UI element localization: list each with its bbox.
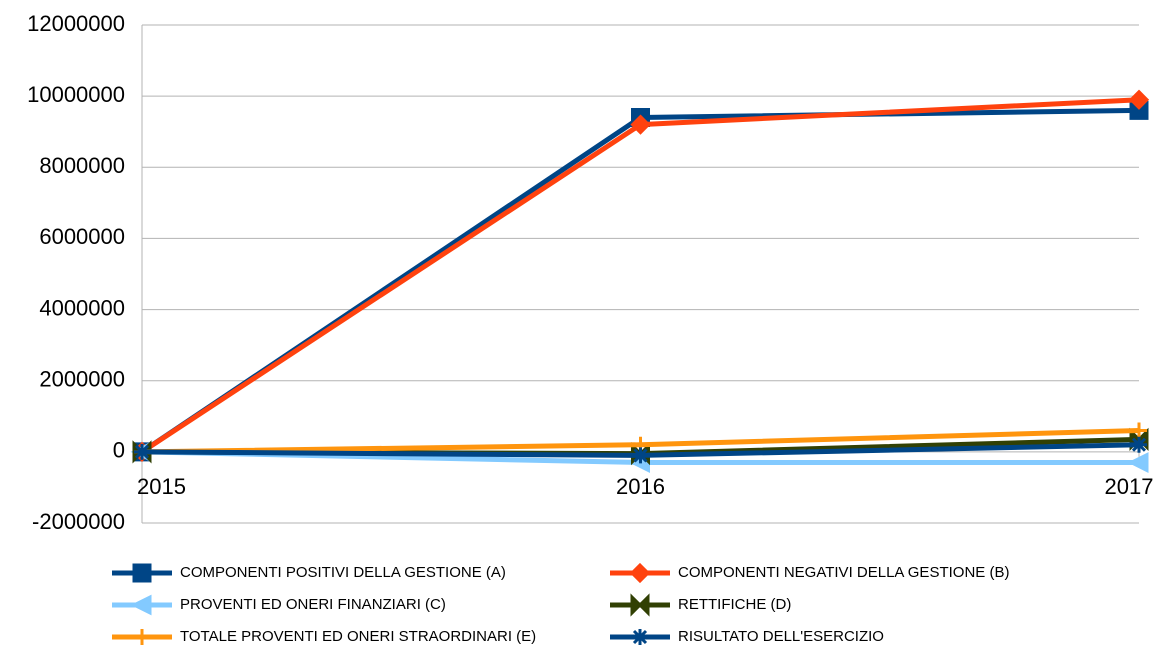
y-tick-label: 12000000 bbox=[27, 11, 125, 36]
legend-item: COMPONENTI POSITIVI DELLA GESTIONE (A) bbox=[112, 563, 506, 583]
marker bbox=[632, 447, 649, 464]
series-line bbox=[140, 97, 1140, 454]
y-tick-label: -2000000 bbox=[32, 509, 125, 534]
series bbox=[132, 100, 1149, 462]
y-tick-label: 2000000 bbox=[39, 367, 125, 392]
legend-item: RETTIFICHE (D) bbox=[610, 593, 791, 617]
legend-item: RISULTATO DELL'ESERCIZIO bbox=[610, 628, 884, 645]
legend-label: RETTIFICHE (D) bbox=[678, 596, 791, 613]
y-tick-label: 0 bbox=[113, 438, 125, 463]
marker bbox=[629, 562, 651, 584]
marker bbox=[132, 563, 152, 583]
legend-label: RISULTATO DELL'ESERCIZIO bbox=[678, 628, 884, 645]
marker bbox=[1131, 422, 1147, 439]
x-tick-label: 2017 bbox=[1105, 474, 1154, 499]
marker bbox=[1127, 452, 1149, 473]
legend-label: TOTALE PROVENTI ED ONERI STRAORDINARI (E… bbox=[180, 628, 536, 645]
series bbox=[131, 89, 1150, 462]
legend-label: PROVENTI ED ONERI FINANZIARI (C) bbox=[180, 596, 446, 613]
marker bbox=[1131, 436, 1147, 453]
legend-label: COMPONENTI NEGATIVI DELLA GESTIONE (B) bbox=[678, 564, 1009, 581]
marker bbox=[630, 114, 651, 135]
x-tick-label: 2016 bbox=[616, 474, 665, 499]
series bbox=[134, 436, 1147, 464]
x-tick-label: 2015 bbox=[137, 474, 186, 499]
marker bbox=[1128, 89, 1150, 110]
y-tick-label: 10000000 bbox=[27, 82, 125, 107]
legend-item: PROVENTI ED ONERI FINANZIARI (C) bbox=[112, 594, 446, 616]
marker bbox=[134, 629, 150, 645]
series-line bbox=[140, 107, 1140, 454]
legend-item: TOTALE PROVENTI ED ONERI STRAORDINARI (E… bbox=[112, 628, 536, 645]
y-tick-label: 8000000 bbox=[39, 153, 125, 178]
marker bbox=[630, 593, 650, 617]
y-tick-label: 6000000 bbox=[39, 224, 125, 249]
marker bbox=[632, 629, 648, 645]
legend-label: COMPONENTI POSITIVI DELLA GESTIONE (A) bbox=[180, 564, 506, 581]
marker bbox=[130, 594, 152, 616]
marker bbox=[134, 443, 150, 460]
legend-item: COMPONENTI NEGATIVI DELLA GESTIONE (B) bbox=[610, 562, 1009, 584]
y-tick-label: 4000000 bbox=[39, 295, 125, 320]
